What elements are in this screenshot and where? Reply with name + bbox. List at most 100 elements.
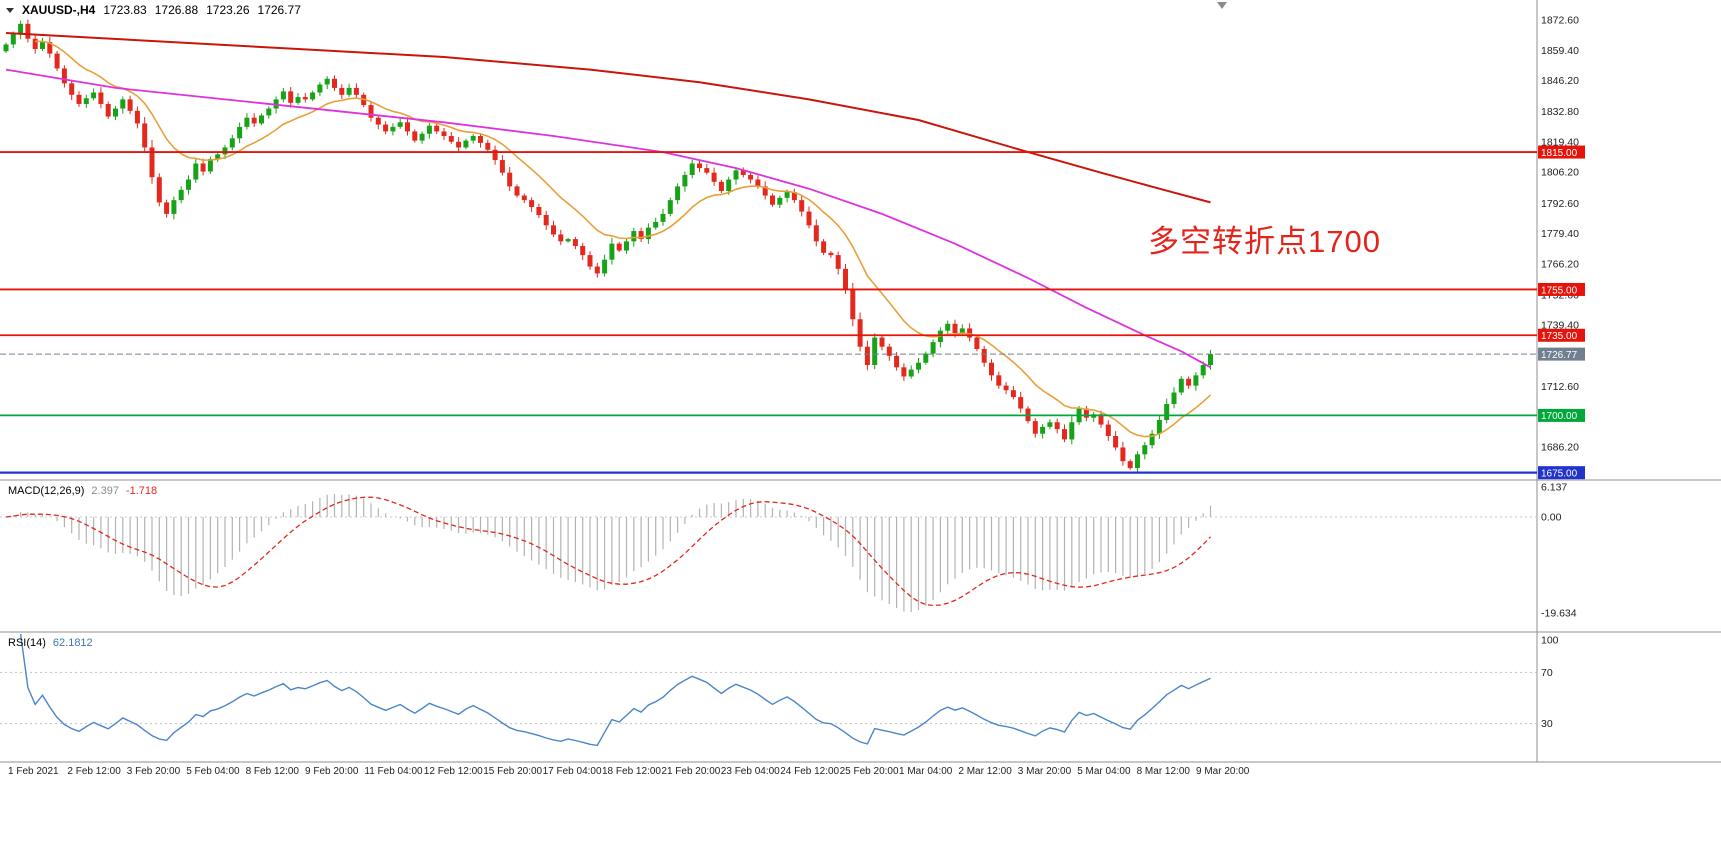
candle (981, 345, 987, 367)
candle (923, 351, 929, 365)
candle (1018, 391, 1024, 413)
time-tick-label: 1 Mar 04:00 (899, 766, 953, 777)
candle (587, 251, 593, 270)
svg-text:6.137: 6.137 (1541, 482, 1567, 494)
candle (638, 227, 644, 242)
candle (937, 327, 943, 348)
candle (76, 91, 82, 107)
candle (974, 335, 980, 352)
ma-magenta-line[interactable] (5, 68, 1211, 369)
time-tick-label: 17 Feb 04:00 (543, 766, 602, 777)
price-tick-label: 1872.60 (1541, 15, 1579, 27)
price-high-label: 1726.88 (154, 3, 199, 17)
candle (660, 208, 666, 226)
candle (645, 223, 651, 244)
rsi-level-lines (0, 671, 1537, 725)
candle (704, 164, 710, 175)
candle (266, 106, 272, 119)
candle (193, 158, 199, 183)
candle (295, 92, 301, 105)
svg-text:30: 30 (1541, 718, 1553, 730)
candle (463, 138, 469, 150)
candle (653, 217, 659, 230)
candle (397, 118, 403, 129)
candle (996, 371, 1002, 389)
candle (908, 365, 914, 379)
ma-red-line[interactable] (5, 32, 1211, 204)
svg-text:70: 70 (1541, 667, 1553, 679)
candle (886, 343, 892, 361)
candle (426, 122, 432, 139)
candle (127, 95, 133, 115)
candle (529, 197, 535, 212)
candle (346, 83, 352, 98)
svg-text:-19.634: -19.634 (1541, 607, 1577, 619)
time-tick-label: 2 Mar 12:00 (958, 766, 1012, 777)
candle (492, 145, 498, 165)
time-tick-label: 12 Feb 12:00 (424, 766, 483, 777)
price-tag-1755.00: 1755.00 (1538, 282, 1585, 296)
time-tick-label: 2 Feb 12:00 (67, 766, 121, 777)
macd-value-main: 2.397 (91, 485, 119, 497)
chart-title: XAUUSD-,H4 1723.83 1726.88 1723.26 1726.… (6, 3, 301, 17)
candle (821, 239, 827, 256)
candle (864, 340, 870, 371)
price-tick-label: 1686.20 (1541, 442, 1579, 454)
price-tick-label: 1832.80 (1541, 106, 1579, 118)
price-tag-1815.00: 1815.00 (1538, 145, 1585, 159)
candle (791, 188, 797, 204)
candle (1054, 418, 1060, 434)
candle (324, 76, 330, 90)
candle (32, 34, 38, 54)
candle (1040, 424, 1046, 439)
candle (872, 333, 878, 370)
candle (47, 36, 53, 58)
candle (259, 113, 264, 126)
candle (879, 335, 885, 351)
macd-signal-line[interactable] (5, 496, 1211, 607)
price-tag-1700.00: 1700.00 (1538, 408, 1585, 422)
svg-text:1675.00: 1675.00 (1541, 468, 1578, 479)
time-tick-label: 24 Feb 12:00 (780, 766, 839, 777)
candle (419, 131, 425, 144)
symbol-dropdown-icon[interactable] (6, 7, 14, 13)
candle (288, 87, 294, 108)
candle (536, 203, 542, 218)
candle (799, 195, 805, 217)
ma-orange-line[interactable] (35, 40, 1212, 438)
candle (332, 75, 337, 91)
candle (770, 193, 775, 207)
candle (740, 167, 746, 178)
macd-axis-ticks: 6.137 0.00 -19.634 (1541, 482, 1577, 620)
candle (777, 195, 783, 208)
candle (310, 90, 316, 102)
candle (499, 155, 505, 176)
annotation-text[interactable]: 多空转折点1700 (1148, 224, 1381, 259)
price-tag-1735.00: 1735.00 (1538, 328, 1585, 342)
candle (1193, 372, 1199, 391)
time-tick-label: 21 Feb 20:00 (661, 766, 720, 777)
price-tag-1726.77: 1726.77 (1538, 347, 1585, 361)
candle (244, 113, 250, 130)
candle (558, 229, 564, 246)
time-tick-label: 1 Feb 2021 (8, 766, 59, 777)
candle (302, 92, 308, 103)
candle (237, 122, 243, 144)
rsi-indicator-label: RSI(14) 62.1812 (8, 637, 93, 649)
candle (186, 175, 191, 195)
chart-shift-marker-icon[interactable] (1217, 2, 1227, 9)
price-low-label: 1723.26 (206, 3, 250, 17)
candle (543, 210, 549, 231)
time-tick-label: 5 Feb 04:00 (186, 766, 240, 777)
candle (456, 137, 462, 152)
candle (478, 133, 483, 148)
candle (609, 237, 615, 265)
candle (762, 181, 768, 200)
candle (40, 37, 45, 52)
candle (594, 262, 600, 278)
rsi-line[interactable] (19, 633, 1211, 747)
candle (711, 167, 717, 186)
candle (1105, 420, 1111, 441)
candle (149, 139, 155, 184)
